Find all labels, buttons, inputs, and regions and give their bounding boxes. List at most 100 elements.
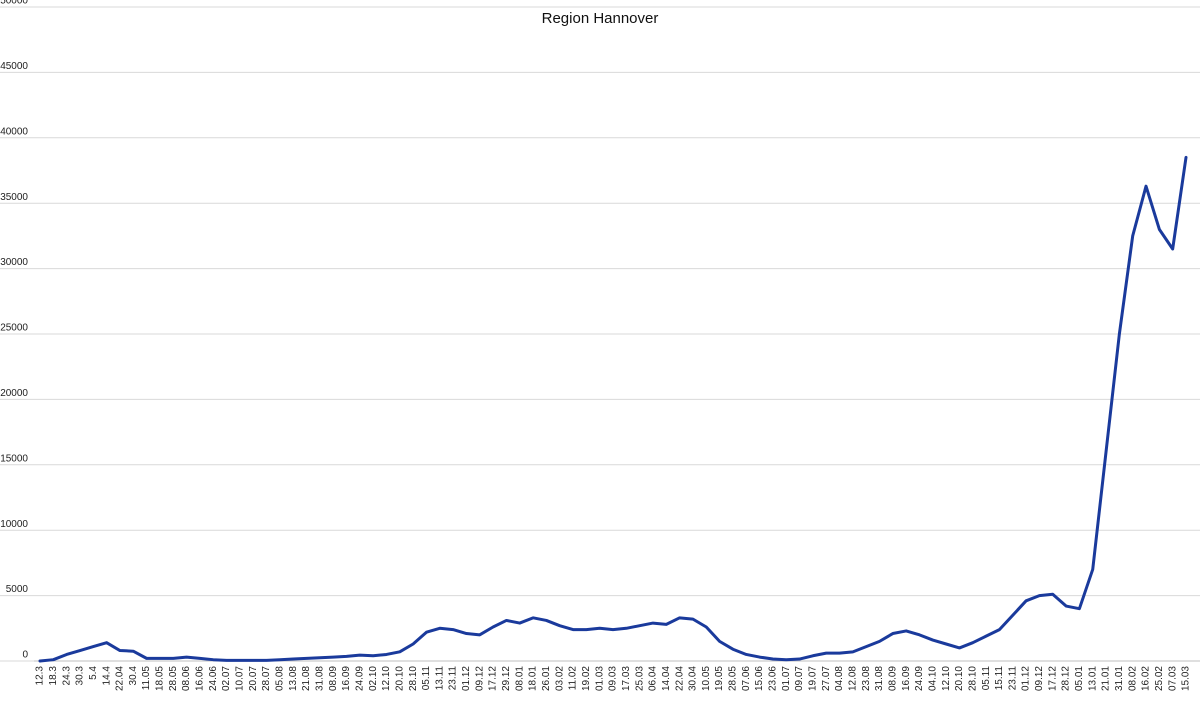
x-tick-label: 21.01 xyxy=(1101,666,1112,691)
x-tick-label: 5.4 xyxy=(88,666,99,680)
x-tick-label: 20.10 xyxy=(394,666,405,691)
y-tick-label: 5000 xyxy=(6,584,29,595)
x-tick-label: 14.4 xyxy=(101,666,112,686)
x-tick-label: 05.08 xyxy=(275,666,286,691)
x-tick-label: 19.07 xyxy=(808,666,819,691)
y-tick-label: 30000 xyxy=(0,257,28,268)
x-tick-label: 19.02 xyxy=(581,666,592,691)
x-tick-label: 03.02 xyxy=(554,666,565,691)
x-tick-label: 24.09 xyxy=(914,666,925,691)
x-tick-label: 01.12 xyxy=(461,666,472,691)
x-tick-label: 12.3 xyxy=(35,666,46,686)
x-tick-label: 19.05 xyxy=(714,666,725,691)
x-tick-label: 20.07 xyxy=(248,666,259,691)
y-tick-label: 25000 xyxy=(0,323,28,334)
x-tick-label: 23.11 xyxy=(448,666,459,691)
x-tick-label: 22.04 xyxy=(674,666,685,691)
x-tick-label: 14.04 xyxy=(661,666,672,691)
y-tick-label: 35000 xyxy=(0,192,28,203)
x-tick-label: 22.04 xyxy=(115,666,126,691)
x-tick-label: 06.04 xyxy=(648,666,659,691)
x-tick-label: 08.09 xyxy=(887,666,898,691)
x-tick-label: 08.09 xyxy=(328,666,339,691)
x-tick-label: 20.10 xyxy=(954,666,965,691)
x-tick-label: 13.11 xyxy=(434,666,445,691)
x-tick-label: 09.07 xyxy=(794,666,805,691)
x-tick-label: 05.11 xyxy=(421,666,432,691)
x-tick-label: 08.06 xyxy=(181,666,192,691)
x-tick-label: 29.12 xyxy=(501,666,512,691)
x-tick-label: 12.10 xyxy=(381,666,392,691)
x-tick-label: 25.03 xyxy=(634,666,645,691)
x-tick-label: 31.08 xyxy=(314,666,325,691)
x-tick-label: 30.4 xyxy=(128,666,139,686)
x-tick-label: 18.01 xyxy=(528,666,539,691)
x-tick-label: 24.3 xyxy=(61,666,72,686)
x-tick-label: 12.08 xyxy=(848,666,859,691)
x-tick-label: 13.08 xyxy=(288,666,299,691)
x-tick-label: 13.01 xyxy=(1087,666,1098,691)
x-tick-label: 16.02 xyxy=(1141,666,1152,691)
x-tick-label: 15.11 xyxy=(994,666,1005,691)
x-tick-label: 28.05 xyxy=(728,666,739,691)
x-tick-label: 09.12 xyxy=(1034,666,1045,691)
x-tick-label: 15.06 xyxy=(754,666,765,691)
x-tick-label: 25.02 xyxy=(1154,666,1165,691)
y-tick-label: 45000 xyxy=(0,61,28,72)
y-tick-label: 10000 xyxy=(0,519,28,530)
x-tick-label: 09.03 xyxy=(608,666,619,691)
x-tick-label: 18.05 xyxy=(155,666,166,691)
x-tick-label: 07.03 xyxy=(1167,666,1178,691)
x-tick-label: 18.3 xyxy=(48,666,59,686)
x-tick-label: 08.02 xyxy=(1127,666,1138,691)
x-tick-label: 30.04 xyxy=(688,666,699,691)
x-tick-label: 16.09 xyxy=(341,666,352,691)
x-tick-label: 01.03 xyxy=(594,666,605,691)
x-tick-label: 16.09 xyxy=(901,666,912,691)
x-tick-label: 02.10 xyxy=(368,666,379,691)
x-tick-label: 26.01 xyxy=(541,666,552,691)
x-tick-label: 15.03 xyxy=(1181,666,1192,691)
y-tick-label: 0 xyxy=(22,650,28,661)
x-tick-label: 16.06 xyxy=(195,666,206,691)
x-tick-label: 31.01 xyxy=(1114,666,1125,691)
x-tick-label: 11.02 xyxy=(568,666,579,691)
x-tick-label: 04.10 xyxy=(927,666,938,691)
x-tick-label: 28.10 xyxy=(967,666,978,691)
x-tick-label: 05.11 xyxy=(981,666,992,691)
x-tick-label: 17.03 xyxy=(621,666,632,691)
x-tick-label: 11.05 xyxy=(141,666,152,691)
data-line xyxy=(38,155,1188,663)
x-tick-label: 31.08 xyxy=(874,666,885,691)
x-tick-label: 24.06 xyxy=(208,666,219,691)
x-tick-label: 28.05 xyxy=(168,666,179,691)
y-tick-label: 50000 xyxy=(0,0,28,7)
x-tick-label: 28.12 xyxy=(1061,666,1072,691)
x-tick-label: 10.07 xyxy=(235,666,246,691)
x-tick-label: 01.12 xyxy=(1021,666,1032,691)
x-tick-label: 28.07 xyxy=(261,666,272,691)
x-tick-label: 30.3 xyxy=(75,666,86,686)
x-tick-label: 23.08 xyxy=(861,666,872,691)
x-tick-label: 24.09 xyxy=(354,666,365,691)
x-tick-label: 12.10 xyxy=(941,666,952,691)
x-tick-label: 17.12 xyxy=(1047,666,1058,691)
x-tick-label: 17.12 xyxy=(488,666,499,691)
chart-title: Region Hannover xyxy=(542,10,659,27)
x-tick-label: 08.01 xyxy=(514,666,525,691)
x-tick-label: 02.07 xyxy=(221,666,232,691)
x-tick-label: 27.07 xyxy=(821,666,832,691)
x-tick-label: 05.01 xyxy=(1074,666,1085,691)
x-tick-label: 10.05 xyxy=(701,666,712,691)
y-tick-label: 40000 xyxy=(0,126,28,137)
x-tick-label: 07.06 xyxy=(741,666,752,691)
x-tick-label: 23.06 xyxy=(768,666,779,691)
y-tick-label: 15000 xyxy=(0,453,28,464)
x-tick-label: 09.12 xyxy=(474,666,485,691)
x-tick-label: 21.08 xyxy=(301,666,312,691)
x-tick-label: 23.11 xyxy=(1007,666,1018,691)
x-tick-label: 28.10 xyxy=(408,666,419,691)
x-tick-label: 04.08 xyxy=(834,666,845,691)
